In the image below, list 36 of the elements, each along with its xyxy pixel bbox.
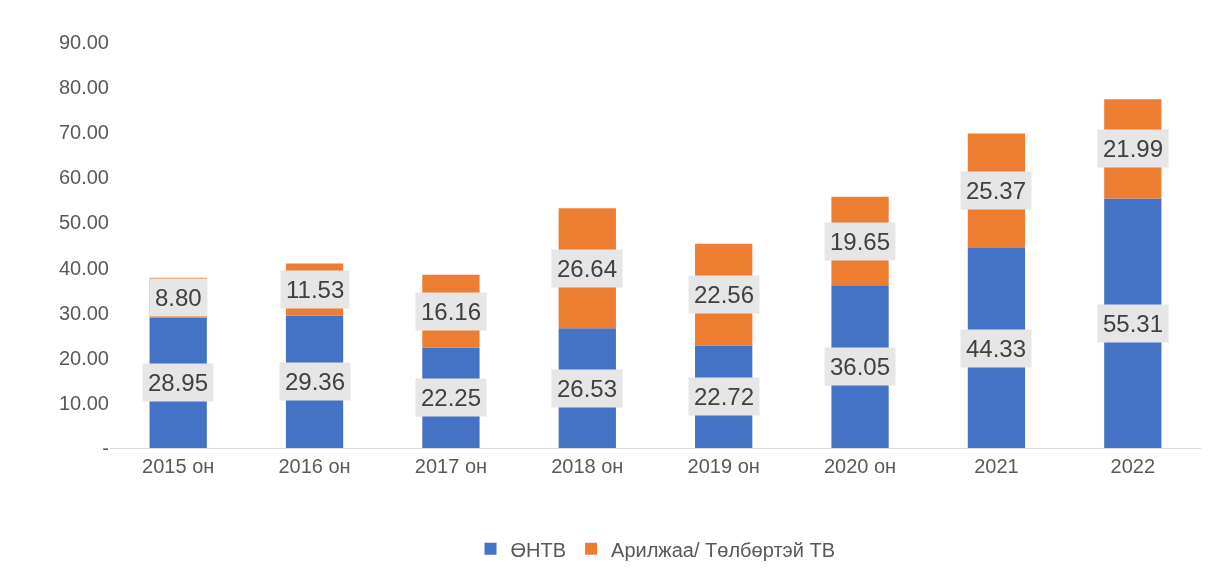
y-tick-label: 70.00 [58, 121, 109, 144]
data-label: 26.64 [557, 255, 618, 282]
legend-label: ӨНТВ [510, 538, 567, 561]
x-tick-label: 2015 он [142, 455, 215, 477]
x-tick-label: 2017 он [414, 455, 488, 477]
y-tick-label: 90.00 [58, 31, 109, 53]
y-tick-label: 40.00 [58, 256, 109, 279]
y-tick-label: 60.00 [58, 166, 109, 189]
y-tick-label: 30.00 [58, 301, 109, 324]
data-label: 55.31 [1103, 310, 1164, 337]
data-label: 16.16 [421, 298, 482, 325]
x-tick-label: 2019 он [687, 455, 760, 477]
y-tick-label: - [102, 437, 109, 459]
x-tick-label: 2021 [974, 455, 1019, 477]
data-label: 36.05 [830, 353, 891, 380]
data-label: 22.56 [694, 281, 755, 308]
y-tick-label: 80.00 [58, 76, 109, 99]
data-label: 22.25 [421, 384, 482, 411]
data-label: 44.33 [966, 335, 1027, 362]
data-label: 26.53 [557, 375, 618, 402]
y-tick-label: 50.00 [58, 211, 109, 234]
x-tick-label: 2022 [1110, 455, 1156, 477]
x-tick-label: 2020 он [823, 455, 897, 477]
x-tick-label: 2018 он [551, 455, 624, 477]
data-label: 29.36 [285, 368, 346, 395]
data-label: 21.99 [1103, 135, 1164, 162]
legend-label: Арилжаа/ Төлбөртэй ТВ [611, 538, 836, 561]
data-label: 11.53 [286, 276, 345, 303]
data-label: 25.37 [966, 177, 1027, 204]
y-tick-label: 20.00 [58, 346, 109, 369]
data-label: 8.80 [155, 284, 202, 311]
data-label: 19.65 [830, 228, 891, 255]
data-label: 28.95 [148, 369, 209, 396]
y-tick-label: 10.00 [58, 391, 109, 414]
x-tick-label: 2016 он [278, 455, 351, 477]
data-label: 22.72 [694, 383, 755, 410]
